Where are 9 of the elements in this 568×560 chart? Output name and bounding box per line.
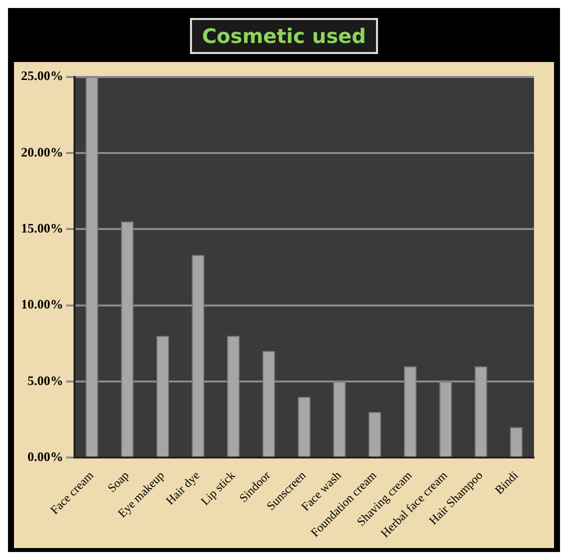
y-tick-label: 0.00% — [28, 449, 64, 464]
y-tick-label: 20.00% — [21, 144, 64, 160]
x-tick-label: Soap — [104, 468, 132, 496]
x-tick-label: Lip stick — [198, 468, 238, 508]
y-tick-label: 25.00% — [21, 68, 64, 84]
chart-title: Cosmetic used — [190, 18, 378, 54]
y-tick-label: 10.00% — [21, 296, 64, 312]
y-tick-label: 15.00% — [21, 220, 64, 236]
y-tick-label: 5.00% — [28, 372, 64, 388]
